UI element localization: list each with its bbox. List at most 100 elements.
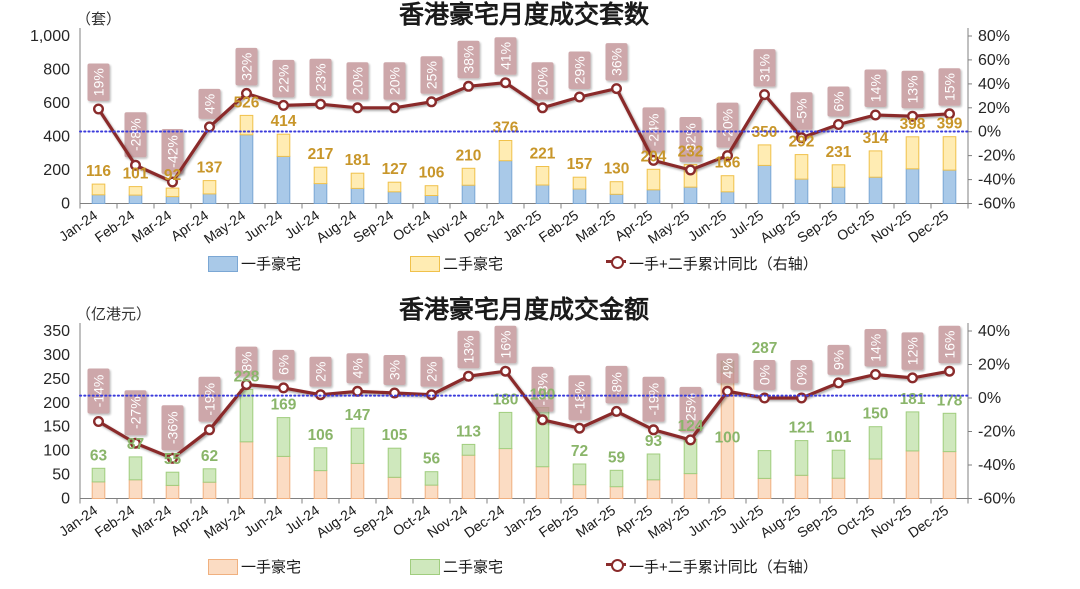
svg-text:2%: 2%: [424, 362, 440, 382]
svg-text:200: 200: [43, 162, 70, 179]
svg-text:181: 181: [345, 152, 371, 169]
svg-text:-8%: -8%: [609, 372, 625, 397]
svg-text:150: 150: [43, 419, 70, 436]
svg-text:14%: 14%: [868, 334, 884, 362]
svg-text:25%: 25%: [424, 61, 440, 89]
svg-text:20%: 20%: [535, 67, 551, 95]
svg-text:16%: 16%: [498, 330, 514, 358]
svg-text:60%: 60%: [978, 52, 1010, 69]
svg-text:4%: 4%: [350, 358, 366, 378]
svg-text:232: 232: [678, 144, 704, 161]
svg-text:400: 400: [43, 129, 70, 146]
svg-text:157: 157: [567, 156, 593, 173]
svg-text:0%: 0%: [757, 365, 773, 385]
svg-text:101: 101: [826, 429, 852, 446]
svg-text:4%: 4%: [720, 358, 736, 378]
svg-text:-36%: -36%: [165, 411, 181, 444]
svg-text:16%: 16%: [942, 330, 958, 358]
svg-text:-20%: -20%: [720, 109, 736, 142]
svg-text:（套）: （套）: [76, 11, 121, 28]
svg-text:292: 292: [789, 134, 815, 151]
svg-text:204: 204: [641, 148, 667, 165]
svg-text:166: 166: [715, 155, 741, 172]
svg-text:-20%: -20%: [978, 424, 1015, 441]
svg-text:3%: 3%: [387, 360, 403, 380]
svg-text:20%: 20%: [978, 357, 1010, 374]
svg-text:-5%: -5%: [794, 98, 810, 123]
svg-text:12%: 12%: [905, 337, 921, 365]
svg-text:221: 221: [530, 146, 556, 163]
svg-text:50: 50: [52, 467, 70, 484]
svg-text:100: 100: [43, 443, 70, 460]
svg-text:-20%: -20%: [978, 148, 1015, 165]
svg-text:150: 150: [863, 406, 889, 423]
svg-text:23%: 23%: [313, 63, 329, 91]
svg-text:87: 87: [127, 436, 144, 453]
svg-text:376: 376: [493, 120, 519, 137]
svg-text:-60%: -60%: [978, 196, 1015, 213]
svg-text:4%: 4%: [202, 94, 218, 114]
svg-text:93: 93: [645, 433, 663, 450]
svg-text:29%: 29%: [572, 56, 588, 84]
svg-text:80%: 80%: [978, 28, 1010, 45]
svg-text:13%: 13%: [905, 75, 921, 103]
svg-text:169: 169: [271, 397, 297, 414]
svg-text:-18%: -18%: [572, 381, 588, 414]
svg-text:0%: 0%: [794, 365, 810, 385]
svg-text:72: 72: [571, 443, 588, 460]
svg-text:40%: 40%: [978, 323, 1010, 340]
svg-text:106: 106: [419, 165, 445, 182]
svg-text:147: 147: [345, 407, 371, 424]
svg-text:20%: 20%: [978, 100, 1010, 117]
svg-text:-27%: -27%: [128, 396, 144, 429]
svg-text:287: 287: [752, 340, 778, 357]
svg-text:350: 350: [43, 323, 70, 340]
svg-text:56: 56: [423, 451, 441, 468]
svg-text:-19%: -19%: [646, 383, 662, 416]
svg-text:香港豪宅月度成交套数: 香港豪宅月度成交套数: [399, 0, 650, 29]
svg-text:0%: 0%: [978, 124, 1001, 141]
svg-text:101: 101: [123, 166, 149, 183]
svg-text:-19%: -19%: [202, 383, 218, 416]
svg-text:41%: 41%: [498, 42, 514, 70]
svg-text:38%: 38%: [461, 45, 477, 73]
svg-text:526: 526: [234, 94, 260, 111]
svg-text:116: 116: [86, 163, 111, 180]
svg-text:121: 121: [789, 420, 815, 437]
svg-text:-24%: -24%: [646, 114, 662, 147]
svg-text:228: 228: [234, 368, 260, 385]
svg-text:-14%: -14%: [91, 375, 107, 408]
svg-text:31%: 31%: [757, 54, 773, 82]
svg-text:210: 210: [456, 147, 482, 164]
svg-text:20%: 20%: [387, 67, 403, 95]
svg-text:800: 800: [43, 62, 70, 79]
svg-text:0: 0: [61, 196, 70, 213]
svg-text:9%: 9%: [831, 350, 847, 370]
svg-text:181: 181: [900, 391, 926, 408]
svg-text:414: 414: [271, 113, 297, 130]
svg-text:6%: 6%: [276, 355, 292, 375]
svg-text:19%: 19%: [91, 68, 107, 96]
svg-text:22%: 22%: [276, 65, 292, 93]
svg-text:-60%: -60%: [978, 491, 1015, 508]
svg-text:217: 217: [308, 146, 334, 163]
svg-text:105: 105: [382, 427, 408, 444]
svg-text:32%: 32%: [239, 53, 255, 81]
svg-text:600: 600: [43, 95, 70, 112]
svg-text:20%: 20%: [350, 67, 366, 95]
svg-text:15%: 15%: [942, 73, 958, 101]
svg-text:-40%: -40%: [978, 172, 1015, 189]
svg-text:137: 137: [197, 160, 223, 177]
svg-text:香港豪宅月度成交金额: 香港豪宅月度成交金额: [399, 295, 649, 324]
svg-text:6%: 6%: [831, 91, 847, 111]
svg-text:55: 55: [164, 451, 182, 468]
svg-text:100: 100: [715, 430, 741, 447]
svg-text:124: 124: [678, 418, 704, 435]
svg-text:250: 250: [43, 371, 70, 388]
svg-text:62: 62: [201, 448, 218, 465]
svg-text:399: 399: [937, 116, 963, 133]
svg-text:0: 0: [61, 491, 70, 508]
svg-text:14%: 14%: [868, 74, 884, 102]
svg-text:200: 200: [43, 395, 70, 412]
svg-text:63: 63: [90, 447, 108, 464]
